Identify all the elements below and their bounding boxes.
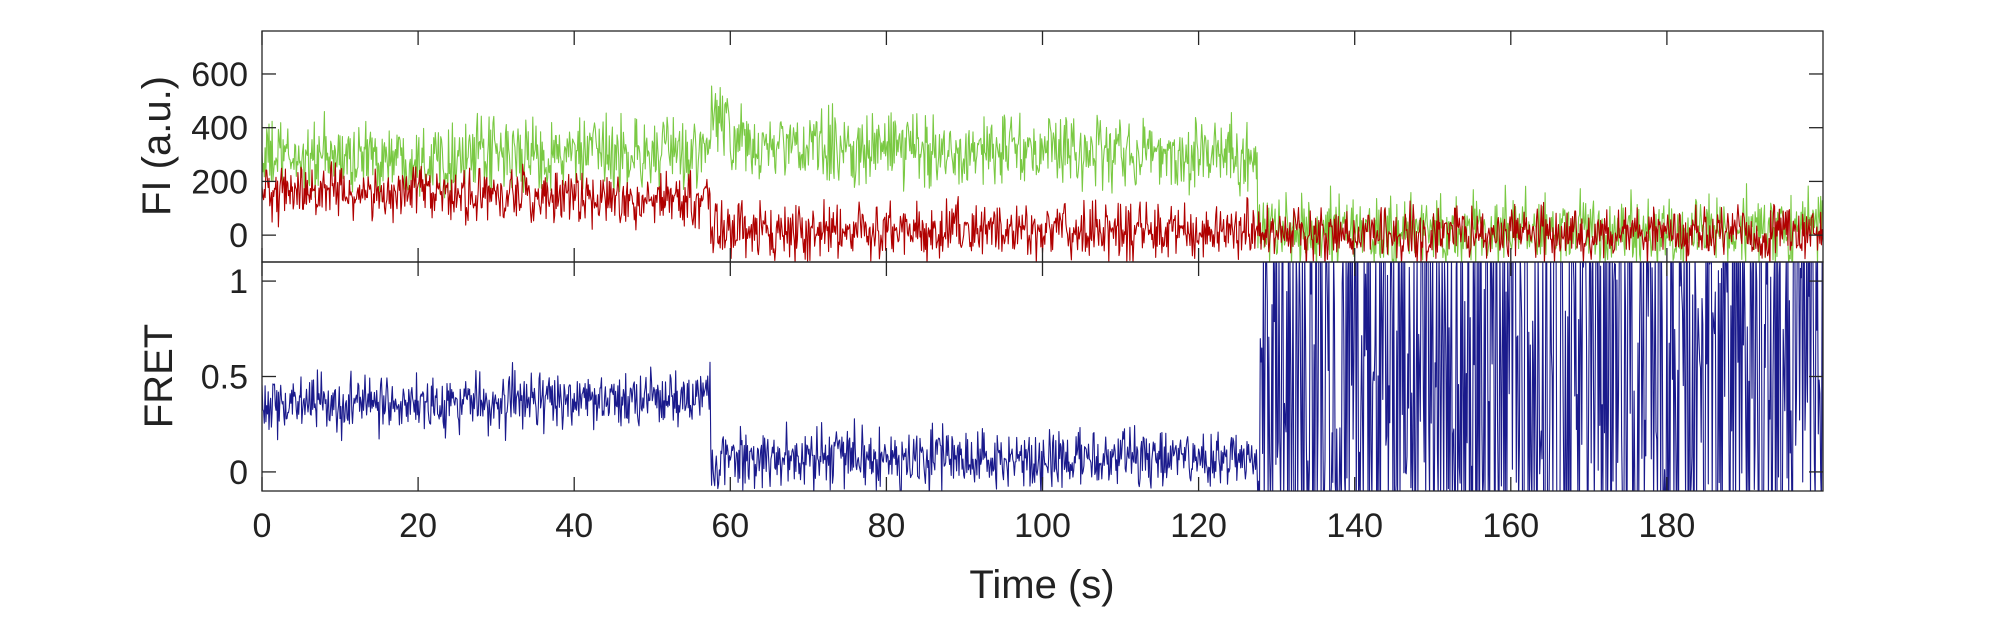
series-line-fret [262,262,1823,491]
y-tick-label: 0 [229,454,248,492]
y-tick-label: 600 [191,56,248,94]
fret-trace [262,262,1823,491]
x-tick-label: 160 [1482,507,1539,545]
series-line-green [262,85,1823,262]
fret-y-axis-label: FRET [137,324,181,428]
y-tick-label: 200 [191,163,248,201]
fret-x-ticks: 0 20 40 60 80 100 120 140 160 180 [253,262,1696,545]
fluorescence-x-ticks [261,31,1668,262]
fluorescence-panel: 0 200 400 600 FI (a.u.) [135,30,1824,263]
x-tick-label: 80 [867,507,905,545]
fluorescence-y-ticks: 0 200 400 600 [191,56,1823,255]
fluorescence-y-axis-label: FI (a.u.) [135,76,179,216]
x-tick-label: 60 [711,507,749,545]
x-tick-label: 0 [253,507,272,545]
x-tick-label: 40 [555,507,593,545]
x-tick-label: 180 [1639,507,1696,545]
x-tick-label: 100 [1014,507,1071,545]
x-tick-label: 120 [1170,507,1227,545]
fret-panel: 00.51 0 20 40 60 80 100 120 140 160 180 FRET Time… [137,261,1824,607]
x-tick-label: 140 [1326,507,1383,545]
y-tick-label: 400 [191,110,248,148]
y-tick-label: 0 [229,217,248,255]
fret-y-ticks: 00.51 [201,263,1823,492]
x-axis-label: Time (s) [969,563,1114,607]
y-tick-label: 0.5 [201,359,248,397]
y-tick-label: 1 [229,263,248,301]
x-tick-label: 20 [399,507,437,545]
